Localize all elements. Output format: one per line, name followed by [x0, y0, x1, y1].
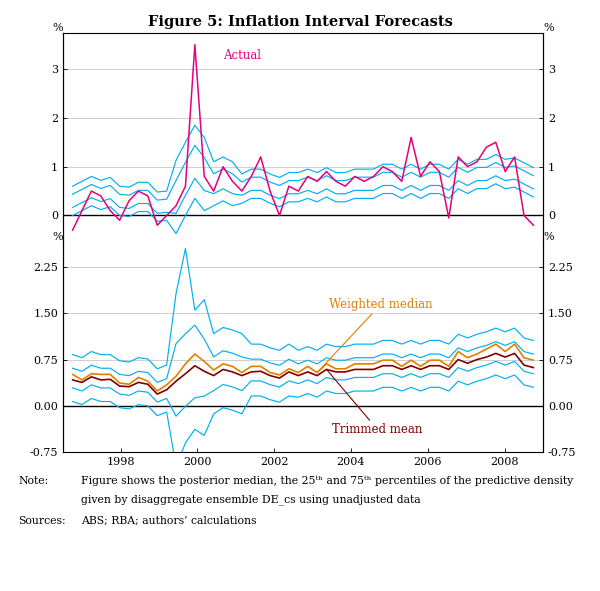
Text: Note:: Note:	[18, 476, 48, 486]
Text: %: %	[543, 22, 554, 33]
Text: ABS; RBA; authors’ calculations: ABS; RBA; authors’ calculations	[81, 516, 257, 526]
Text: Figure shows the posterior median, the 25ᵗʰ and 75ᵗʰ percentiles of the predicti: Figure shows the posterior median, the 2…	[81, 476, 573, 486]
Text: Figure 5: Inflation Interval Forecasts: Figure 5: Inflation Interval Forecasts	[148, 15, 452, 29]
Text: %: %	[52, 22, 63, 33]
Text: %: %	[543, 232, 554, 242]
Text: Actual: Actual	[223, 49, 261, 62]
Text: Weighted median: Weighted median	[317, 298, 432, 372]
Text: %: %	[52, 232, 63, 242]
Text: given by disaggregate ensemble DE_cs using unadjusted data: given by disaggregate ensemble DE_cs usi…	[81, 495, 421, 505]
Text: Trimmed mean: Trimmed mean	[326, 369, 422, 436]
Text: Sources:: Sources:	[18, 516, 65, 526]
